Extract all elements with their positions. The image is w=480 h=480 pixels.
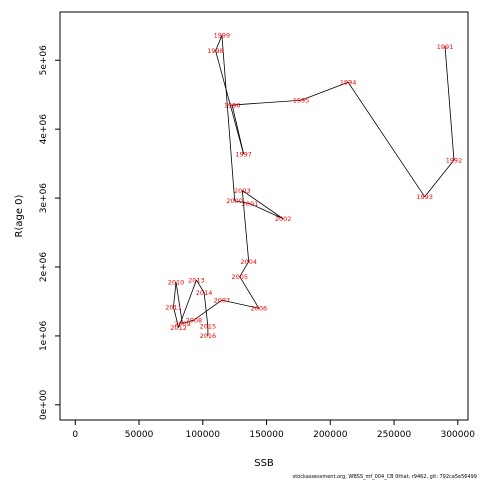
series-segment — [239, 261, 250, 277]
series-segment — [424, 159, 455, 197]
series-segment — [196, 279, 205, 293]
point-label: 1996 — [224, 101, 241, 109]
point-label: 2008 — [186, 316, 203, 324]
series-segment — [249, 203, 284, 220]
footer-text: stockassessment.org, WBSS_mf_004_CB 0tha… — [293, 474, 477, 480]
series-segment — [178, 279, 197, 328]
point-label: 1999 — [214, 32, 231, 40]
point-label: 2007 — [214, 296, 231, 304]
point-label: 2014 — [196, 289, 213, 297]
x-axis: 0 50000 100000 150000 200000 250000 300000 — [72, 420, 475, 440]
point-label: 1994 — [340, 79, 357, 87]
point-labels: 1991 1992 1993 1994 1995 1996 1997 1998 1999 2000… — [165, 32, 462, 340]
x-tick-label: 50000 — [125, 430, 154, 440]
point-label: 1997 — [235, 150, 252, 158]
series-segment — [175, 282, 183, 324]
y-tick-label: 0e+00 — [39, 389, 49, 420]
point-label: 1991 — [437, 43, 454, 51]
point-label: 2006 — [251, 305, 268, 313]
x-axis-title: SSB — [254, 458, 274, 469]
point-label: 2001 — [242, 200, 259, 208]
y-tick-label: 1e+06 — [39, 321, 49, 352]
point-label: 2013 — [188, 276, 205, 284]
point-label: 2002 — [275, 215, 292, 223]
series-segment — [215, 35, 223, 51]
y-tick-label: 4e+06 — [39, 114, 49, 145]
series-segment — [221, 35, 236, 201]
y-tick-label: 5e+06 — [39, 45, 49, 76]
series-segment — [234, 200, 251, 204]
point-label: 2005 — [232, 273, 249, 281]
x-tick-label: 300000 — [441, 430, 476, 440]
point-label: 2015 — [200, 323, 217, 331]
plot-frame — [59, 11, 469, 421]
series-segment — [239, 276, 260, 309]
point-label: 2010 — [168, 278, 185, 286]
point-label: 1992 — [446, 156, 463, 164]
y-tick-label: 3e+06 — [39, 183, 49, 214]
point-label: 2003 — [234, 187, 251, 195]
x-tick-label: 150000 — [249, 430, 284, 440]
point-label: 2016 — [200, 332, 217, 340]
point-label: 2009 — [174, 320, 191, 328]
point-label: 2011 — [165, 303, 182, 311]
series-segment — [193, 299, 223, 321]
x-tick-label: 0 — [72, 430, 78, 440]
y-axis: 0e+00 1e+06 2e+06 3e+06 4e+06 5e+06 — [39, 45, 60, 420]
point-label: 1995 — [293, 97, 310, 105]
series-segment — [300, 81, 349, 101]
point-label: 2004 — [240, 258, 257, 266]
series-segment — [232, 99, 302, 106]
point-label: 1998 — [207, 47, 224, 55]
point-label: 1993 — [416, 193, 433, 201]
series-segment — [242, 190, 284, 220]
series-segment — [221, 299, 259, 309]
series-lines — [173, 35, 455, 336]
series-segment — [347, 82, 425, 197]
point-label: 2012 — [170, 324, 187, 332]
x-tick-label: 100000 — [186, 430, 221, 440]
x-tick-label: 200000 — [313, 430, 348, 440]
series-segment — [173, 282, 177, 308]
y-axis-title: R(age 0) — [14, 194, 25, 237]
series-segment — [241, 190, 250, 262]
series-segment — [173, 306, 179, 328]
series-segment — [444, 46, 455, 161]
series-segment — [215, 50, 244, 155]
point-label: 2000 — [226, 197, 243, 205]
series-segment — [203, 292, 209, 327]
y-tick-label: 2e+06 — [39, 252, 49, 283]
series-segment — [182, 319, 194, 324]
x-tick-label: 250000 — [377, 430, 412, 440]
